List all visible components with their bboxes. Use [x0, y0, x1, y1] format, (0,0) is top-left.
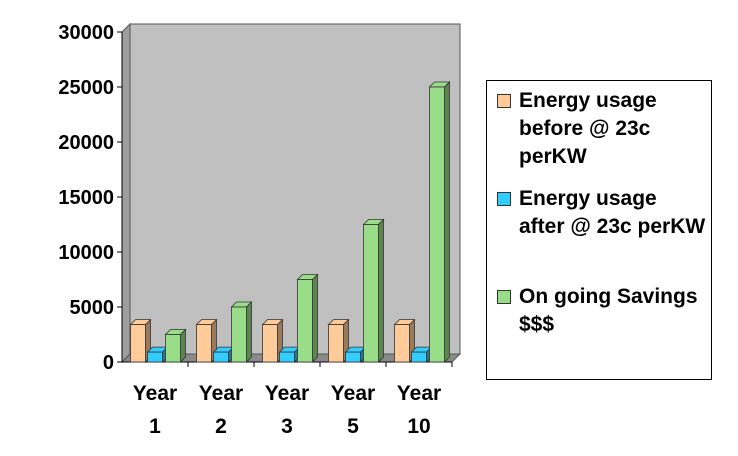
- legend-swatch-after: [497, 192, 511, 206]
- bar-before: [262, 324, 278, 363]
- legend-label-after: Energy usage after @ 23c perKW: [519, 187, 706, 238]
- bar-savings: [429, 86, 445, 363]
- bar-savings: [297, 279, 313, 363]
- x-tick-label: Year: [199, 382, 243, 405]
- x-tick-label: 2: [215, 415, 227, 438]
- y-tick-label: 5000: [70, 297, 115, 319]
- plot-side-wall: [121, 22, 131, 364]
- x-tick-label: 3: [281, 415, 293, 438]
- legend-label-savings: On going Savings $$$: [519, 285, 698, 336]
- x-tick-label: Year: [265, 382, 309, 405]
- legend: Energy usage before @ 23c perKW Energy u…: [486, 80, 712, 380]
- bar-side: [378, 218, 384, 363]
- bar-side: [444, 81, 450, 363]
- y-tick-label: 15000: [58, 187, 114, 209]
- y-tick-label: 30000: [58, 22, 114, 44]
- bar-before: [394, 324, 410, 363]
- bar-after: [147, 351, 163, 363]
- bar-side: [246, 301, 252, 363]
- bar-before: [328, 324, 344, 363]
- bar-after: [411, 351, 427, 363]
- bar-before: [130, 324, 146, 363]
- y-tick-label: 20000: [58, 132, 114, 154]
- bar-side: [180, 328, 186, 363]
- bar-before: [196, 324, 212, 363]
- y-tick-label: 0: [103, 352, 114, 374]
- bar-savings: [165, 334, 181, 363]
- y-tick-label: 25000: [58, 77, 114, 99]
- plot-back-wall: [129, 23, 461, 355]
- legend-label-before: Energy usage before @ 23c perKW: [519, 89, 657, 168]
- legend-swatch-savings: [497, 290, 511, 304]
- x-tick-label: 1: [149, 415, 161, 438]
- bar-savings: [231, 306, 247, 363]
- bar-side: [312, 273, 318, 363]
- x-tick-label: 10: [407, 415, 430, 438]
- bar-after: [345, 351, 361, 363]
- y-tick-label: 10000: [58, 242, 114, 264]
- bar-after: [279, 351, 295, 363]
- x-tick-label: Year: [331, 382, 375, 405]
- x-tick-label: Year: [397, 382, 441, 405]
- x-tick-label: 5: [347, 415, 359, 438]
- x-tick-label: Year: [133, 382, 177, 405]
- bar-savings: [363, 224, 379, 363]
- bar-after: [213, 351, 229, 363]
- legend-swatch-before: [497, 94, 511, 108]
